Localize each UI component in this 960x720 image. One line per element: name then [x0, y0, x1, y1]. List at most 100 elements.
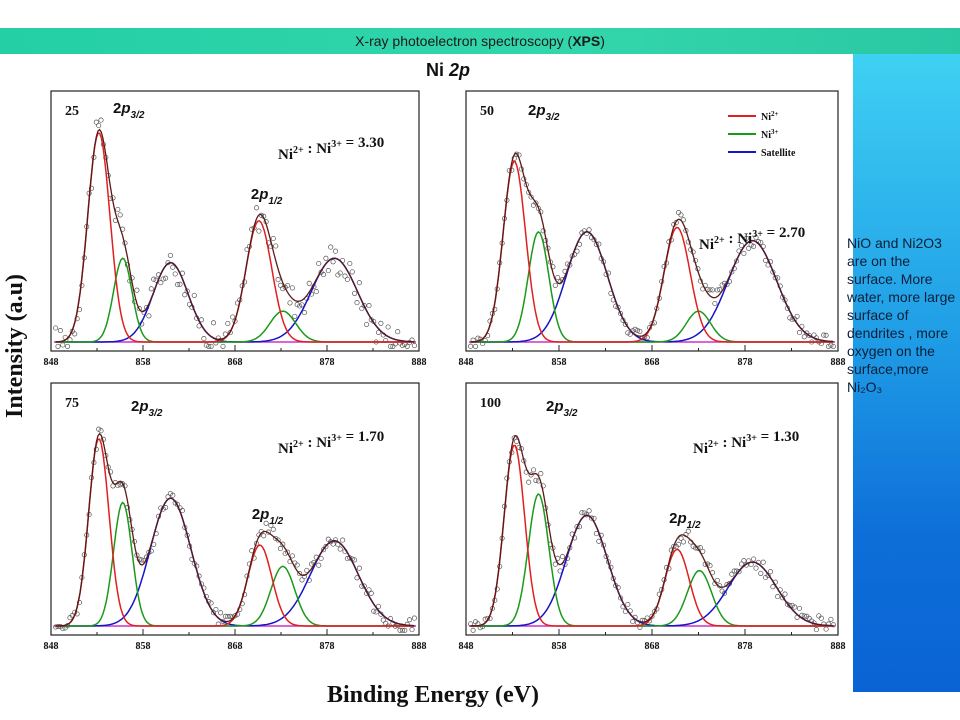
data-point — [148, 286, 154, 292]
data-point — [318, 555, 324, 562]
panel-100: 848 858 868 878 888 100 2p3/2 2p1/2 Ni2+ : Ni3+ … — [459, 382, 846, 652]
data-point — [579, 510, 585, 516]
data-point — [323, 544, 329, 550]
data-point — [139, 557, 145, 563]
data-point — [175, 282, 181, 288]
data-point — [717, 287, 723, 293]
data-point — [760, 559, 766, 565]
x-tick-label: 868 — [228, 357, 243, 368]
data-point — [366, 303, 372, 309]
peak-label-2p3-2: 2p3/2 — [113, 100, 145, 121]
data-point — [830, 622, 836, 628]
data-point — [678, 212, 684, 218]
data-point — [98, 117, 104, 123]
data-point — [146, 313, 152, 319]
data-point — [472, 343, 479, 349]
data-point — [618, 310, 624, 317]
data-point — [297, 571, 303, 577]
data-point — [134, 287, 140, 293]
data-point — [707, 287, 713, 293]
data-point — [167, 252, 173, 258]
data-point — [158, 280, 164, 286]
data-point — [700, 548, 706, 554]
data-point — [316, 562, 322, 568]
data-point — [270, 235, 276, 242]
data-point — [98, 428, 104, 434]
data-point — [552, 282, 558, 288]
data-point — [738, 561, 745, 567]
data-point — [632, 326, 638, 332]
data-point — [344, 276, 350, 283]
data-point — [494, 586, 500, 592]
banner-title-suffix: ) — [600, 33, 605, 49]
x-tick-label: 848 — [459, 357, 474, 368]
data-point — [823, 626, 829, 632]
peak-label-2p1-2: 2p1/2 — [251, 186, 283, 207]
envelope-curve — [55, 128, 415, 343]
peak-label-2p1-2: 2p1/2 — [669, 510, 701, 531]
data-point — [289, 285, 295, 291]
data-point — [359, 305, 365, 312]
data-point — [170, 492, 176, 498]
data-point — [93, 119, 99, 125]
ratio-text: Ni2+ : Ni3+ = 3.30 — [278, 135, 384, 163]
data-point — [201, 336, 207, 342]
x-tick-label: 848 — [459, 641, 474, 652]
data-point — [368, 590, 374, 596]
data-point — [380, 617, 386, 623]
data-point — [753, 565, 759, 571]
data-point — [222, 613, 228, 619]
data-point — [823, 332, 829, 338]
data-point — [828, 616, 834, 622]
data-point — [526, 479, 532, 485]
banner-title: X-ray photoelectron spectroscopy (XPS) — [0, 33, 960, 49]
data-point — [297, 303, 303, 309]
data-point — [332, 537, 339, 543]
data-point — [404, 343, 410, 349]
data-point — [758, 239, 764, 245]
panel-frame — [50, 90, 420, 352]
data-point — [349, 269, 355, 275]
data-point — [671, 543, 677, 549]
data-point — [337, 546, 343, 552]
data-point — [552, 561, 558, 567]
data-point — [383, 620, 389, 626]
data-point — [714, 287, 720, 293]
data-point — [743, 235, 749, 241]
data-point — [830, 343, 836, 349]
data-point — [796, 605, 803, 612]
chart-title: Ni 2p — [426, 60, 470, 80]
data-point — [753, 235, 759, 241]
data-point — [678, 535, 684, 541]
envelope-curve — [55, 432, 415, 627]
data-point — [680, 539, 686, 545]
x-tick-label: 868 — [228, 641, 243, 652]
panel-label: 50 — [480, 104, 494, 119]
data-point — [736, 569, 742, 575]
x-tick-label: 888 — [412, 357, 427, 368]
data-point — [320, 272, 327, 278]
data-point — [806, 332, 812, 338]
x-tick-label: 858 — [136, 357, 151, 368]
data-point — [347, 260, 353, 267]
data-point — [411, 615, 417, 621]
data-point — [533, 477, 539, 483]
legend-label-sat: Satellite — [761, 148, 796, 159]
data-point — [361, 303, 367, 309]
data-point — [213, 340, 219, 346]
data-point — [375, 329, 382, 335]
data-point — [275, 277, 281, 283]
data-point — [256, 228, 262, 234]
data-point — [117, 212, 123, 218]
data-point — [738, 242, 745, 249]
data-point — [530, 467, 537, 473]
data-point — [748, 242, 754, 248]
data-point — [625, 330, 631, 336]
data-point — [770, 584, 776, 590]
x-tick-label: 868 — [645, 357, 660, 368]
data-point — [60, 342, 66, 348]
data-point — [74, 316, 80, 322]
data-point — [280, 541, 286, 547]
data-point — [292, 313, 298, 319]
data-point — [328, 244, 334, 250]
